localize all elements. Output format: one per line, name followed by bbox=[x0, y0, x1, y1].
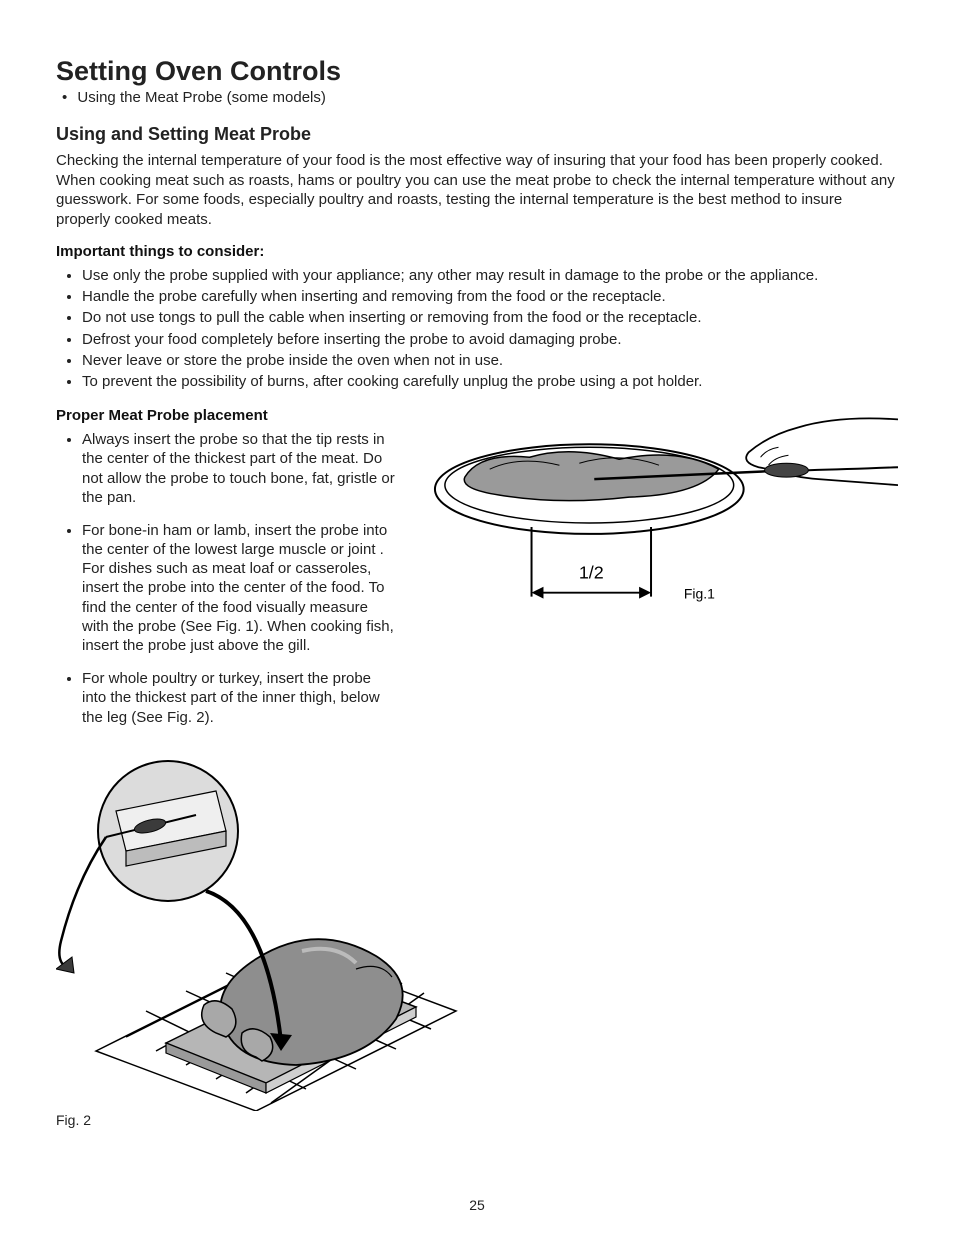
list-item: Do not use tongs to pull the cable when … bbox=[82, 308, 898, 327]
right-column: 1/2 Fig.1 bbox=[420, 407, 898, 741]
document-page: Setting Oven Controls Using the Meat Pro… bbox=[0, 0, 954, 1235]
placement-heading: Proper Meat Probe placement bbox=[56, 407, 396, 424]
figure-1: 1/2 Fig.1 bbox=[420, 407, 898, 627]
figure-2-caption: Fig. 2 bbox=[56, 1112, 476, 1128]
subtitle-bullet: Using the Meat Probe (some models) bbox=[78, 89, 898, 106]
figure-2-illustration bbox=[56, 751, 476, 1111]
intro-paragraph: Checking the internal temperature of you… bbox=[56, 151, 898, 229]
list-item: Never leave or store the probe inside th… bbox=[82, 351, 898, 370]
two-column-section: Proper Meat Probe placement Always inser… bbox=[56, 407, 898, 741]
important-heading: Important things to consider: bbox=[56, 243, 898, 260]
section-heading: Using and Setting Meat Probe bbox=[56, 124, 898, 145]
list-item: Defrost your food completely before inse… bbox=[82, 330, 898, 349]
list-item: To prevent the possibility of burns, aft… bbox=[82, 372, 898, 391]
figure-2: Fig. 2 bbox=[56, 751, 476, 1128]
figure-1-half-label: 1/2 bbox=[579, 563, 604, 583]
list-item: Use only the probe supplied with your ap… bbox=[82, 266, 898, 285]
list-item: For bone-in ham or lamb, insert the prob… bbox=[82, 521, 396, 655]
list-item: Always insert the probe so that the tip … bbox=[82, 430, 396, 507]
page-number: 25 bbox=[0, 1197, 954, 1213]
figure-1-caption: Fig.1 bbox=[684, 586, 715, 602]
page-title: Setting Oven Controls bbox=[56, 56, 898, 87]
left-column: Proper Meat Probe placement Always inser… bbox=[56, 407, 396, 741]
figure-1-illustration: 1/2 Fig.1 bbox=[420, 407, 898, 627]
placement-list: Always insert the probe so that the tip … bbox=[56, 430, 396, 727]
important-list: Use only the probe supplied with your ap… bbox=[56, 266, 898, 391]
list-item: Handle the probe carefully when insertin… bbox=[82, 287, 898, 306]
list-item: For whole poultry or turkey, insert the … bbox=[82, 669, 396, 727]
